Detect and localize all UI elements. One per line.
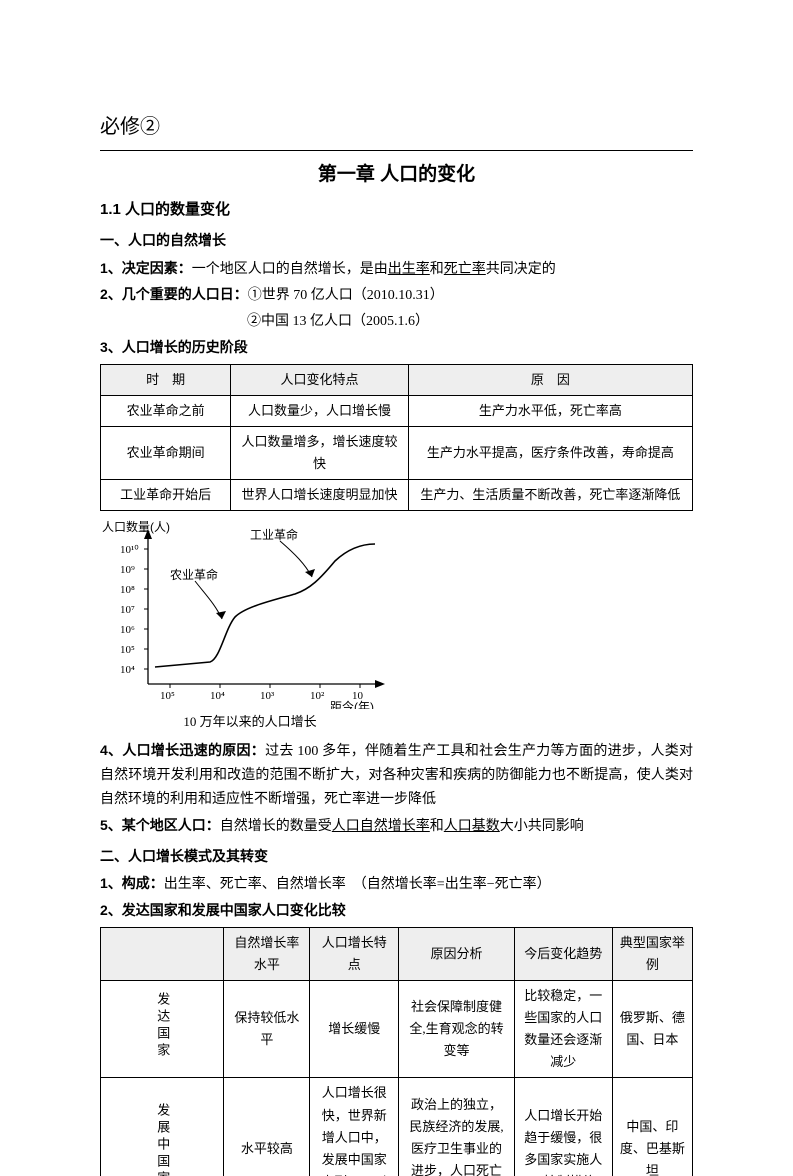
- p5-u2: 人口基数: [444, 819, 500, 834]
- td: 世界人口增长速度明显加快: [231, 480, 409, 511]
- td: 生产力、生活质量不断改善，死亡率逐渐降低: [408, 480, 692, 511]
- ytick: 10¹⁰: [120, 544, 139, 556]
- td: 人口增长很快，世界新增人口中，发展中国家占到 80%以上: [310, 1078, 399, 1176]
- table-row: 发展中国家 水平较高 人口增长很快，世界新增人口中，发展中国家占到 80%以上 …: [101, 1078, 693, 1176]
- p4-lead: 4、人口增长迅速的原因：: [100, 742, 265, 758]
- ytick: 10⁷: [120, 604, 135, 616]
- th: 自然增长率水平: [224, 927, 310, 980]
- heading-a: 一、人口的自然增长: [100, 229, 693, 253]
- p1-a: 一个地区人口的自然增长，是由: [192, 262, 388, 277]
- td: 人口增长开始趋于缓慢，很多国家实施人口控制措施: [514, 1078, 612, 1176]
- anno-indus: 工业革命: [250, 527, 298, 542]
- point-1: 1、决定因素：一个地区人口的自然增长，是由出生率和死亡率共同决定的: [100, 257, 693, 282]
- td: 水平较高: [224, 1078, 310, 1176]
- th: 今后变化趋势: [514, 927, 612, 980]
- td: 比较稳定，一些国家的人口数量还会逐渐减少: [514, 981, 612, 1078]
- point-3-lead: 3、人口增长的历史阶段: [100, 336, 693, 360]
- x-axis-label: 距今(年): [330, 699, 374, 709]
- divider: [100, 150, 693, 151]
- ytick: 10⁵: [120, 644, 135, 656]
- td: 生产力水平提高，医疗条件改善，寿命提高: [408, 426, 692, 479]
- chapter-title: 第一章 人口的变化: [100, 159, 693, 191]
- p1-lead: 1、决定因素：: [100, 260, 192, 276]
- ytick: 10⁶: [120, 624, 135, 636]
- p1-u1: 出生率: [388, 262, 430, 277]
- th: 人口增长特点: [310, 927, 399, 980]
- p5-lead: 5、某个地区人口：: [100, 817, 220, 833]
- th: 原 因: [408, 364, 692, 395]
- td: 增长缓慢: [310, 981, 399, 1078]
- p5-a: 自然增长的数量受: [220, 819, 332, 834]
- section-1-1-title: 1.1 人口的数量变化: [100, 197, 693, 223]
- td: 政治上的独立，民族经济的发展,医疗卫生事业的进步，人口死亡率下降: [399, 1078, 514, 1176]
- table-row: 时 期 人口变化特点 原 因: [101, 364, 693, 395]
- heading-b: 二、人口增长模式及其转变: [100, 845, 693, 869]
- anno-agri: 农业革命: [170, 567, 218, 582]
- p5-c: 大小共同影响: [500, 819, 584, 834]
- y-axis-label: 人口数量(人): [102, 519, 170, 534]
- row-cat: 发达国家: [101, 981, 224, 1078]
- population-chart: 人口数量(人) 10⁴ 10⁵ 10⁶ 10⁷ 10⁸ 10⁹ 10¹⁰ 10⁵…: [100, 519, 400, 733]
- vcatlabel: 发达国家: [151, 992, 173, 1060]
- xtick: 10⁴: [210, 690, 225, 702]
- p2-lead: 2、几个重要的人口日：: [100, 286, 248, 302]
- p6-lead: 1、构成：: [100, 875, 164, 891]
- xtick: 10⁵: [160, 690, 175, 702]
- p5-b: 和: [430, 819, 444, 834]
- th: 典型国家举例: [612, 927, 692, 980]
- p6-body: 出生率、死亡率、自然增长率 （自然增长率=出生率−死亡率）: [164, 877, 551, 892]
- vcatlabel: 发展中国家: [151, 1103, 173, 1176]
- p1-b: 和: [430, 262, 444, 277]
- xtick: 10³: [260, 690, 275, 702]
- point-7-lead: 2、发达国家和发展中国家人口变化比较: [100, 899, 693, 923]
- th: 时 期: [101, 364, 231, 395]
- table-row: 发达国家 保持较低水平 增长缓慢 社会保障制度健全,生育观念的转变等 比较稳定，…: [101, 981, 693, 1078]
- point-2-line2: ②中国 13 亿人口（2005.1.6）: [100, 310, 693, 334]
- td: 社会保障制度健全,生育观念的转变等: [399, 981, 514, 1078]
- table-row: 工业革命开始后 世界人口增长速度明显加快 生产力、生活质量不断改善，死亡率逐渐降…: [101, 480, 693, 511]
- td: 俄罗斯、德国、日本: [612, 981, 692, 1078]
- td: 农业革命之前: [101, 395, 231, 426]
- xtick: 10²: [310, 690, 325, 702]
- td: 农业革命期间: [101, 426, 231, 479]
- td: 工业革命开始后: [101, 480, 231, 511]
- book-label: 必修②: [100, 110, 693, 144]
- p1-u2: 死亡率: [444, 262, 486, 277]
- point-5: 5、某个地区人口：自然增长的数量受人口自然增长率和人口基数大小共同影响: [100, 814, 693, 839]
- table-row: 农业革命期间 人口数量增多，增长速度较快 生产力水平提高，医疗条件改善，寿命提高: [101, 426, 693, 479]
- td: 中国、印度、巴基斯坦: [612, 1078, 692, 1176]
- p1-c: 共同决定的: [486, 262, 556, 277]
- row-cat: 发展中国家: [101, 1078, 224, 1176]
- table-row: 农业革命之前 人口数量少，人口增长慢 生产力水平低，死亡率高: [101, 395, 693, 426]
- ytick: 10⁴: [120, 664, 135, 676]
- td: 保持较低水平: [224, 981, 310, 1078]
- table-row: 自然增长率水平 人口增长特点 原因分析 今后变化趋势 典型国家举例: [101, 927, 693, 980]
- chart-caption: 10 万年以来的人口增长: [100, 711, 400, 733]
- table-comparison: 自然增长率水平 人口增长特点 原因分析 今后变化趋势 典型国家举例 发达国家 保…: [100, 927, 693, 1176]
- table-history: 时 期 人口变化特点 原 因 农业革命之前 人口数量少，人口增长慢 生产力水平低…: [100, 364, 693, 511]
- th: 人口变化特点: [231, 364, 409, 395]
- td: 生产力水平低，死亡率高: [408, 395, 692, 426]
- ytick: 10⁹: [120, 564, 135, 576]
- td: 人口数量少，人口增长慢: [231, 395, 409, 426]
- point-4: 4、人口增长迅速的原因：过去 100 多年，伴随着生产工具和社会生产力等方面的进…: [100, 739, 693, 811]
- p2-a: ①世界 70 亿人口（2010.10.31）: [248, 288, 444, 303]
- td: 人口数量增多，增长速度较快: [231, 426, 409, 479]
- point-6: 1、构成：出生率、死亡率、自然增长率 （自然增长率=出生率−死亡率）: [100, 872, 693, 897]
- th: [101, 927, 224, 980]
- ytick: 10⁸: [120, 584, 135, 596]
- p5-u1: 人口自然增长率: [332, 819, 430, 834]
- point-2-line1: 2、几个重要的人口日：①世界 70 亿人口（2010.10.31）: [100, 283, 693, 308]
- th: 原因分析: [399, 927, 514, 980]
